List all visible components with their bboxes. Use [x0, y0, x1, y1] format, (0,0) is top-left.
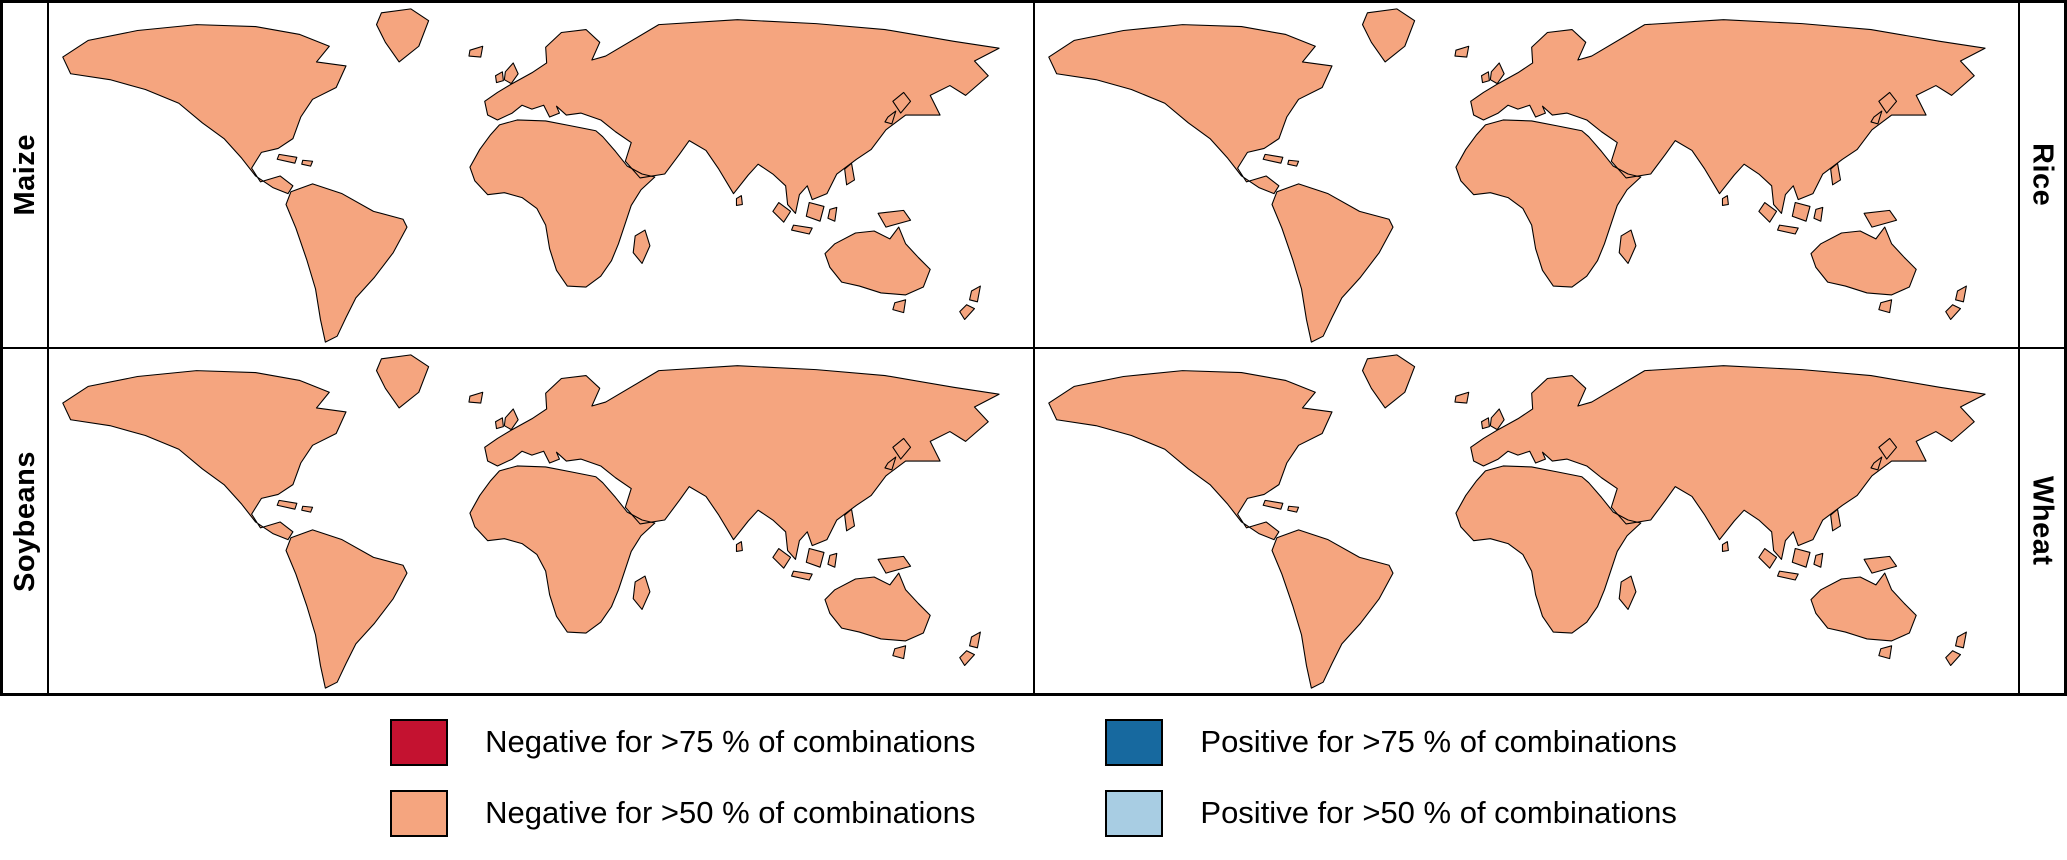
panel-label-rice-text: Rice: [2026, 143, 2059, 207]
panel-label-wheat-text: Wheat: [2026, 476, 2059, 566]
world-map-soybeans: [62, 354, 1000, 689]
world-map-wheat: [1047, 354, 1986, 689]
panel-label-rice: Rice: [2019, 2, 2065, 348]
legend-swatch-positive-75: [1105, 719, 1164, 766]
legend-label-positive-75: Positive for >75 % of combinations: [1200, 724, 1677, 760]
legend: Negative for >75 % of combinations Negat…: [0, 696, 2067, 860]
legend-item-positive-75: Positive for >75 % of combinations: [1105, 719, 1677, 766]
panel-label-maize-text: Maize: [8, 134, 41, 216]
legend-label-negative-50: Negative for >50 % of combinations: [485, 795, 976, 831]
map-panel-soybeans: [48, 348, 1034, 694]
legend-column-positive: Positive for >75 % of combinations Posit…: [1105, 719, 1677, 837]
map-panel-rice: [1033, 2, 2019, 348]
legend-item-positive-50: Positive for >50 % of combinations: [1105, 790, 1677, 837]
legend-item-negative-50: Negative for >50 % of combinations: [390, 790, 975, 837]
world-map-rice: [1047, 8, 1986, 343]
legend-swatch-negative-75: [390, 719, 449, 766]
map-panel-wheat: [1033, 348, 2019, 694]
legend-swatch-positive-50: [1105, 790, 1164, 837]
panel-label-maize: Maize: [2, 2, 48, 348]
map-panel-grid: Maize: [0, 0, 2067, 696]
legend-label-negative-75: Negative for >75 % of combinations: [485, 724, 976, 760]
legend-swatch-negative-50: [390, 790, 449, 837]
legend-item-negative-75: Negative for >75 % of combinations: [390, 719, 975, 766]
panel-label-soybeans-text: Soybeans: [8, 450, 41, 592]
panel-label-soybeans: Soybeans: [2, 348, 48, 694]
panel-label-wheat: Wheat: [2019, 348, 2065, 694]
legend-column-negative: Negative for >75 % of combinations Negat…: [390, 719, 975, 837]
legend-label-positive-50: Positive for >50 % of combinations: [1200, 795, 1677, 831]
map-panel-maize: [48, 2, 1034, 348]
world-map-maize: [62, 8, 1000, 343]
